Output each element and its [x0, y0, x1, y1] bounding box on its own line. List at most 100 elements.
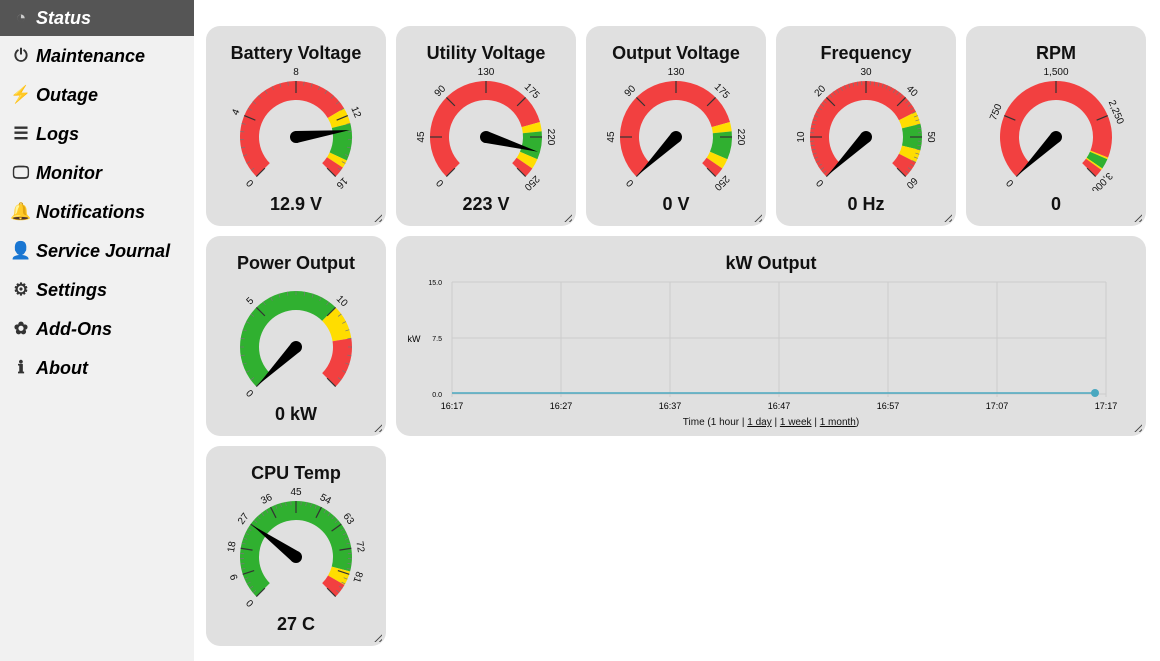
minor-tick	[279, 83, 282, 88]
sidebar-item-label: Monitor	[36, 162, 102, 183]
major-tick	[896, 167, 907, 178]
sidebar-item-about[interactable]: ℹ About	[0, 350, 194, 386]
minor-tick	[905, 100, 909, 104]
minor-tick	[271, 86, 275, 91]
needle-hub	[860, 131, 872, 143]
minor-tick	[889, 86, 892, 91]
list-icon: ☰	[13, 124, 29, 143]
gauge-value: 0 V	[662, 194, 690, 214]
major-tick	[315, 506, 322, 519]
major-tick	[1096, 115, 1108, 121]
resize-handle[interactable]	[754, 214, 762, 222]
major-tick	[255, 587, 266, 598]
utility-voltage-card: Utility Voltage 223 V 0 45 90 130 175 220 250	[396, 26, 576, 226]
gauge-tick-label: 0	[1004, 176, 1016, 188]
minor-tick	[244, 577, 249, 580]
battery-voltage-gauge: 0 4 8 12 16	[230, 67, 363, 191]
needle-hub	[290, 551, 302, 563]
minor-tick	[832, 91, 836, 96]
minor-tick	[317, 86, 321, 91]
gauge-band	[521, 122, 542, 134]
gauge-tick-label: 27	[236, 511, 252, 527]
major-tick	[896, 96, 907, 107]
minor-tick	[240, 563, 245, 565]
minor-tick	[844, 85, 847, 90]
sidebar-item-logs[interactable]: ☰ Logs	[0, 116, 194, 152]
resize-handle[interactable]	[374, 634, 382, 642]
sidebar-item-label: Logs	[36, 123, 79, 144]
needle-hub	[480, 131, 492, 143]
bell-icon: 🔔	[10, 202, 32, 221]
sidebar-item-outage[interactable]: ⚡ Outage	[0, 77, 194, 113]
gauge-tick-label: 40	[904, 84, 920, 100]
minor-tick	[899, 94, 903, 98]
major-tick	[331, 523, 342, 532]
resize-handle[interactable]	[374, 424, 382, 432]
gauge-needle	[1017, 132, 1061, 176]
gauge-band	[430, 81, 540, 177]
sidebar-item-settings[interactable]: ⚙ Settings	[0, 272, 194, 308]
sidebar-item-notifications[interactable]: 🔔 Notifications	[0, 194, 194, 230]
gauge-tick-label: 63	[340, 511, 356, 527]
minor-tick	[347, 337, 352, 340]
sidebar-item-monitor[interactable]: 🖵 Monitor	[0, 155, 194, 191]
gauge-tick-label: 130	[668, 67, 685, 78]
minor-tick	[323, 509, 327, 514]
resize-handle[interactable]	[564, 214, 572, 222]
minor-tick	[245, 370, 250, 373]
gauge-tick-label: 18	[226, 540, 239, 553]
minor-tick	[836, 89, 840, 93]
cpu-temp-gauge: 0 9 18 27 36 45 54 63 72 81	[226, 487, 366, 608]
minor-tick	[264, 90, 268, 94]
gauge-band	[516, 151, 538, 169]
gauge-title: Utility Voltage	[426, 43, 546, 63]
minor-tick	[261, 512, 265, 517]
gauge-band	[711, 122, 732, 134]
minor-tick	[912, 160, 917, 163]
separator: |	[811, 417, 820, 428]
resize-handle[interactable]	[1134, 424, 1142, 432]
minor-tick	[344, 537, 349, 540]
y-axis-label: kW	[408, 334, 422, 344]
minor-tick	[278, 293, 281, 298]
gauge-band	[898, 111, 921, 129]
minor-tick	[337, 313, 342, 317]
major-tick	[706, 167, 717, 178]
major-tick	[339, 547, 352, 551]
sidebar-item-add-ons[interactable]: ✿ Add-Ons	[0, 311, 194, 347]
sidebar-item-maintenance[interactable]: ⏻ Maintenance	[0, 38, 194, 74]
gauge-band	[709, 131, 732, 160]
data-point[interactable]	[1091, 389, 1099, 397]
gauge-band	[240, 291, 336, 387]
time-range-selector: Time (1 hour | 1 day | 1 week | 1 month)	[396, 417, 1146, 428]
gauge-tick-label: 4	[230, 107, 242, 117]
minor-tick	[820, 167, 825, 171]
minor-tick	[287, 81, 289, 86]
sidebar-item-label: Service Journal	[36, 240, 171, 261]
power-output-gauge: 0 5 10	[240, 291, 352, 398]
gauge-tick-label: 81	[350, 570, 364, 584]
range-1-month-link[interactable]: 1 month	[819, 417, 856, 428]
gauge-value: 27 C	[276, 614, 316, 634]
resize-handle[interactable]	[1134, 214, 1142, 222]
sidebar-item-status[interactable]: ◔ Status	[0, 0, 194, 36]
minor-tick	[812, 119, 817, 122]
gauge-band	[810, 80, 916, 177]
gauge-tick-label: 0	[624, 176, 636, 188]
minor-tick	[823, 100, 827, 104]
minor-tick	[346, 146, 351, 149]
range-1-week-link[interactable]: 1 week	[779, 417, 812, 428]
sidebar-item-service-journal[interactable]: 👤 Service Journal	[0, 233, 194, 269]
minor-tick	[913, 156, 918, 159]
minor-tick	[338, 585, 343, 589]
gauge-needle	[252, 525, 300, 562]
gear-icon: ⚙	[13, 280, 29, 299]
minor-tick	[280, 503, 282, 508]
minor-tick	[346, 568, 351, 570]
resize-handle[interactable]	[944, 214, 952, 222]
resize-handle[interactable]	[374, 214, 382, 222]
minor-tick	[818, 107, 822, 111]
major-tick	[337, 570, 350, 575]
range-1-day-link[interactable]: 1 day	[747, 417, 772, 428]
gauge-tick-label: 20	[813, 83, 829, 99]
